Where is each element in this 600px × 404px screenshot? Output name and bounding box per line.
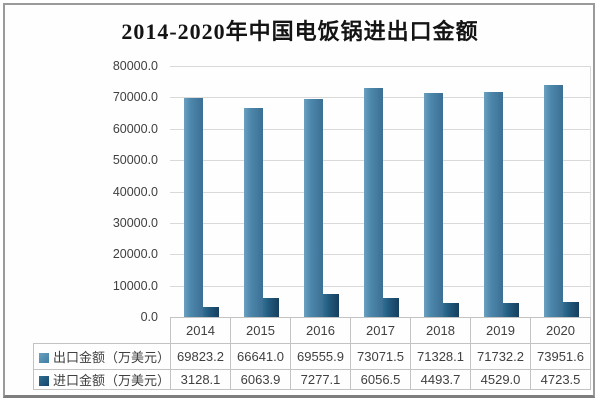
y-axis-tick-label: 10000.0 [112,279,158,293]
year-label: 2016 [290,317,352,344]
value-cell: 7277.1 [290,369,352,390]
series-name: 进口金额（万美元） [53,373,171,388]
gridline [170,66,590,67]
bar-import-2020 [563,302,579,317]
bar-export-2014 [184,98,203,317]
value-cell: 6056.5 [350,369,412,390]
series-label-cell: 出口金额（万美元） [32,343,172,370]
bar-export-2019 [484,92,503,317]
bar-export-2016 [304,99,323,317]
import-legend-swatch-icon [39,376,49,386]
value-cell: 69823.2 [170,343,232,370]
bar-import-2017 [383,298,399,317]
bar-export-2018 [424,93,443,317]
value-cell: 73071.5 [350,343,412,370]
bar-export-2015 [244,108,263,317]
bar-import-2014 [203,307,219,317]
value-cell: 3128.1 [170,369,232,390]
table-header-row: 2014 2015 2016 2017 2018 2019 2020 [34,317,592,344]
year-label: 2020 [530,317,592,344]
value-cell: 4493.7 [410,369,472,390]
y-axis-tick-label: 20000.0 [112,247,158,261]
y-axis-tick-label: 80000.0 [112,59,158,73]
year-label: 2018 [410,317,472,344]
value-cell: 6063.9 [230,369,292,390]
bar-import-2019 [503,303,519,317]
value-cell: 4529.0 [470,369,532,390]
bar-export-2020 [544,85,563,317]
bar-import-2015 [263,298,279,317]
table-row: 进口金额（万美元） 3128.1 6063.9 7277.1 6056.5 4493.7 4… [32,369,592,390]
table-corner-blank [34,318,171,344]
year-label: 2014 [170,317,232,344]
table-row: 出口金额（万美元） 69823.2 66641.0 69555.9 73071.5 713… [32,343,592,370]
year-label: 2015 [230,317,292,344]
series-label-cell: 进口金额（万美元） [32,369,172,390]
value-cell: 71732.2 [470,343,532,370]
y-axis-tick-label: 0.0 [140,310,158,324]
bar-export-2017 [364,88,383,317]
y-axis-tick-label: 50000.0 [112,153,158,167]
y-axis-tick-label: 30000.0 [112,216,158,230]
value-cell: 4723.5 [530,369,592,390]
export-legend-swatch-icon [39,353,49,363]
value-cell: 69555.9 [290,343,352,370]
year-label: 2017 [350,317,412,344]
value-cell: 71328.1 [410,343,472,370]
value-cell: 66641.0 [230,343,292,370]
bar-import-2016 [323,294,339,317]
series-name: 出口金额（万美元） [53,350,171,365]
y-axis-tick-label: 60000.0 [112,122,158,136]
year-label: 2019 [470,317,532,344]
value-cell: 73951.6 [530,343,592,370]
chart-title: 2014-2020年中国电饭锅进出口金额 [121,19,479,44]
plot-area-right-border [590,66,591,317]
y-axis-tick-label: 40000.0 [112,185,158,199]
bar-import-2018 [443,303,459,317]
data-table: 2014 2015 2016 2017 2018 2019 2020 出口金额（万美元） 698… [32,317,592,390]
y-axis-tick-label: 70000.0 [112,90,158,104]
